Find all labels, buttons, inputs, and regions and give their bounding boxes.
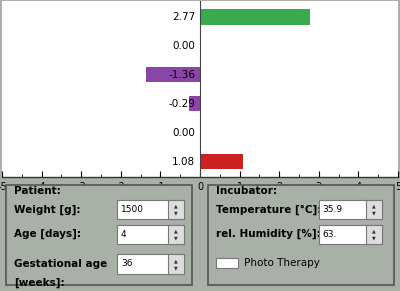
Text: Age [days]:: Age [days]: [14, 229, 81, 239]
Bar [200, 9, 310, 24]
Text: 35.9: 35.9 [323, 205, 343, 214]
Text: 4: 4 [121, 230, 126, 239]
Text: Incubator:: Incubator: [216, 186, 277, 196]
FancyBboxPatch shape [168, 254, 184, 274]
Text: ▲: ▲ [372, 204, 376, 209]
Text: ▼: ▼ [372, 235, 376, 240]
Text: 36: 36 [121, 260, 132, 269]
FancyBboxPatch shape [216, 258, 238, 268]
Text: ▲: ▲ [174, 204, 178, 209]
FancyBboxPatch shape [117, 200, 184, 219]
Text: -0.29: -0.29 [168, 99, 195, 109]
FancyBboxPatch shape [168, 225, 184, 244]
Text: 1.08: 1.08 [172, 157, 195, 167]
Text: Photo Therapy: Photo Therapy [242, 258, 320, 268]
Text: ▲: ▲ [174, 258, 178, 263]
Text: ▲: ▲ [174, 228, 178, 233]
FancyBboxPatch shape [366, 225, 382, 244]
Text: Patient:: Patient: [14, 186, 61, 196]
Text: -1.36: -1.36 [168, 70, 195, 80]
FancyBboxPatch shape [6, 185, 192, 285]
Text: 0.00: 0.00 [172, 41, 195, 51]
FancyBboxPatch shape [117, 254, 184, 274]
Text: 63.: 63. [323, 230, 337, 239]
Text: 0.00: 0.00 [172, 128, 195, 138]
Text: ▼: ▼ [174, 265, 178, 270]
Text: 1500: 1500 [121, 205, 144, 214]
Bar [146, 68, 200, 82]
FancyBboxPatch shape [319, 200, 382, 219]
FancyBboxPatch shape [168, 200, 184, 219]
Text: Gestational age: Gestational age [14, 259, 107, 269]
FancyBboxPatch shape [366, 200, 382, 219]
Text: ▼: ▼ [174, 235, 178, 240]
Text: 2.77: 2.77 [172, 12, 195, 22]
Text: Weight [g]:: Weight [g]: [14, 205, 80, 215]
Text: Temperature [°C]:: Temperature [°C]: [216, 205, 321, 215]
FancyBboxPatch shape [319, 225, 382, 244]
Bar [188, 96, 200, 111]
Text: ▼: ▼ [372, 211, 376, 216]
Text: [weeks]:: [weeks]: [14, 278, 64, 288]
Bar [200, 154, 243, 169]
FancyBboxPatch shape [117, 225, 184, 244]
Text: ▼: ▼ [174, 211, 178, 216]
Text: ▲: ▲ [372, 228, 376, 233]
Text: rel. Humidity [%]:: rel. Humidity [%]: [216, 229, 320, 239]
FancyBboxPatch shape [208, 185, 394, 285]
